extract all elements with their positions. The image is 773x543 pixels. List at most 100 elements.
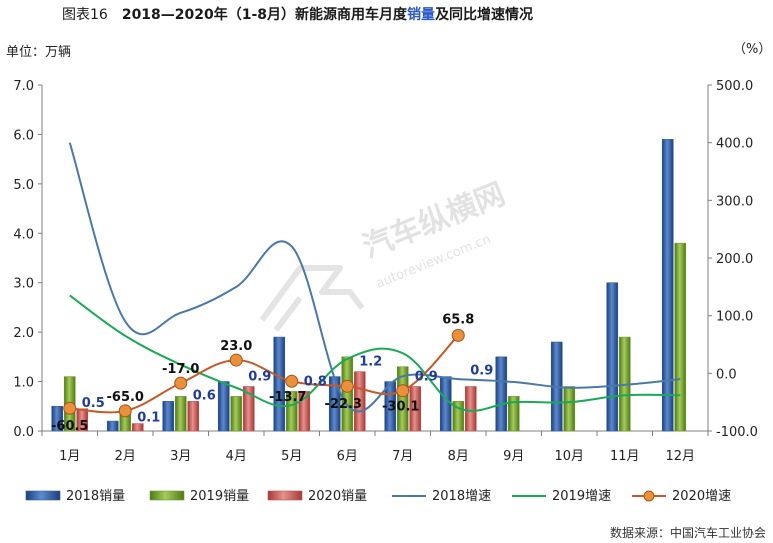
- right-axis-unit: （%）: [733, 42, 771, 57]
- left-tick-label: 7.0: [13, 79, 34, 94]
- x-tick-label: 10月: [554, 449, 584, 464]
- label-2020-sales: 0.5: [82, 396, 105, 411]
- bar-2018: [384, 381, 397, 432]
- bar-2018: [495, 356, 508, 432]
- bar-2018: [106, 420, 119, 432]
- line-2018-growth: [68, 142, 681, 413]
- legend-2020-sales: 2020销量: [267, 489, 367, 504]
- figure-number: 图表16: [62, 7, 108, 23]
- legend-label: 2018销量: [66, 489, 125, 504]
- legend-2019-sales: 2019销量: [149, 489, 249, 504]
- marker-2020-growth: [451, 328, 465, 342]
- bar-2020: [464, 386, 477, 432]
- bar-2018: [273, 336, 286, 432]
- legend-2018-growth: 2018增速: [392, 489, 491, 504]
- left-tick-label: 2.0: [13, 326, 34, 341]
- label-2020-sales: 0.8: [304, 374, 327, 389]
- x-tick-label: 8月: [448, 449, 469, 464]
- legend-2019-growth: 2019增速: [512, 489, 611, 504]
- bar-2018: [51, 405, 64, 432]
- bar-2020: [242, 386, 255, 432]
- x-tick-label: 6月: [337, 449, 358, 464]
- marker-2020-growth: [229, 353, 243, 367]
- right-tick-label: 100.0: [716, 310, 753, 325]
- watermark-text: 汽车纵横网: [358, 177, 510, 266]
- left-tick-label: 4.0: [13, 227, 34, 242]
- bar-2018: [606, 282, 619, 432]
- bar-2019: [230, 396, 243, 432]
- legend-2018-sales: 2018销量: [25, 489, 125, 504]
- x-tick-label: 3月: [170, 449, 191, 464]
- label-2020-growth: 23.0: [220, 339, 252, 354]
- bar-2019: [174, 396, 187, 432]
- label-2020-growth: -22.3: [325, 397, 362, 412]
- label-2020-sales: 0.6: [193, 388, 216, 403]
- bar-2019: [396, 366, 409, 432]
- bar-2019: [563, 386, 576, 432]
- x-tick-label: 4月: [226, 449, 247, 464]
- bar-2020: [353, 371, 366, 432]
- right-tick-label: 400.0: [716, 137, 753, 152]
- x-tick-label: 2月: [115, 449, 136, 464]
- x-tick-label: 9月: [503, 449, 524, 464]
- x-tick-label: 7月: [392, 449, 413, 464]
- chart-title: 图表16 2018—2020年（1-8月）新能源商用车月度销量及同比增速情况: [62, 6, 533, 23]
- title-part2: 及同比增速情况: [435, 6, 533, 23]
- title-highlight: 销量: [407, 6, 435, 23]
- marker-2020-growth: [63, 401, 77, 415]
- marker-2020-growth: [285, 374, 299, 388]
- bar-2018: [661, 139, 674, 432]
- label-2020-sales: 0.9: [470, 364, 493, 379]
- label-2020-sales: 0.9: [248, 370, 271, 385]
- x-tick-label: 1月: [59, 449, 80, 464]
- x-tick-label: 5月: [281, 449, 302, 464]
- left-tick-label: 6.0: [13, 128, 34, 143]
- left-axis-unit: 单位：万辆: [6, 45, 71, 60]
- label-2020-growth: -60.5: [51, 419, 88, 434]
- bar-2020: [131, 423, 144, 432]
- x-tick-label: 12月: [665, 449, 695, 464]
- label-2020-growth: -30.1: [382, 400, 419, 415]
- bar-2019: [341, 356, 354, 432]
- bar-2018: [217, 381, 230, 432]
- label-2020-growth: 65.8: [442, 312, 474, 327]
- label-2020-growth: -65.0: [107, 390, 144, 405]
- legend-label: 2019销量: [190, 489, 249, 504]
- watermark: 汽车纵横网 autoreview.com.cn: [259, 177, 510, 332]
- line-2019-growth: [69, 294, 681, 412]
- left-tick-label: 3.0: [13, 277, 34, 292]
- label-2020-sales: 0.1: [137, 411, 160, 426]
- right-tick-label: -100.0: [716, 425, 758, 440]
- legend-label: 2019增速: [552, 489, 611, 504]
- legend-label: 2018增速: [432, 489, 491, 504]
- data-labels: 0.5 0.1 0.6 0.9 0.8 1.2 0.9 0.9 -60.5 -65.0 -17.0 2…: [51, 312, 493, 434]
- bar-2019: [452, 401, 465, 432]
- label-2020-growth: -17.0: [162, 362, 199, 377]
- left-tick-label: 1.0: [13, 376, 34, 391]
- left-tick-label: 5.0: [13, 178, 34, 193]
- bar-2018: [439, 376, 452, 432]
- legend-label: 2020增速: [672, 489, 731, 504]
- data-source: 数据来源：中国汽车工业协会: [610, 525, 766, 540]
- marker-2020-growth: [174, 376, 188, 390]
- bar-2019: [507, 396, 520, 432]
- bar-2020: [409, 386, 422, 432]
- legend-swatch: [25, 490, 61, 501]
- x-tick-label: 11月: [610, 449, 640, 464]
- legend: 2018销量 2019销量 2020销量 2018增速 2019增速 2020增速: [25, 489, 731, 504]
- legend-label: 2020销量: [308, 489, 367, 504]
- label-2020-sales: 1.2: [359, 355, 382, 370]
- label-2020-growth: -13.7: [269, 390, 306, 405]
- bar-2019: [285, 391, 298, 432]
- label-2020-sales: 0.9: [415, 370, 438, 385]
- legend-marker: [643, 490, 655, 502]
- right-tick-label: 500.0: [716, 79, 753, 94]
- legend-2020-growth: 2020增速: [632, 489, 731, 504]
- bar-2020: [76, 408, 89, 432]
- marker-2020-growth: [340, 379, 354, 393]
- legend-swatch: [149, 490, 185, 501]
- growth-lines: [63, 142, 681, 418]
- bar-2019: [674, 242, 687, 432]
- bar-2020: [187, 401, 200, 432]
